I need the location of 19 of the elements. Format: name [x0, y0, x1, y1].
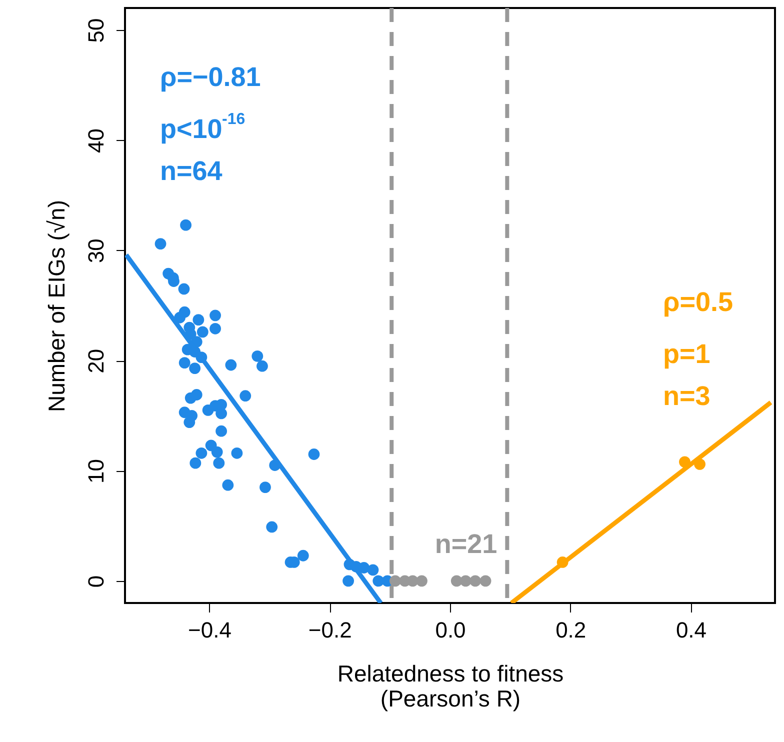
y-tick-label: 30 [84, 238, 108, 264]
annotation: ρ=−0.81 [160, 62, 261, 92]
y-tick-label: 50 [84, 18, 108, 43]
x-tick-label: 0.0 [435, 618, 466, 642]
annotation: n=21 [434, 529, 498, 559]
y-tick-label: 10 [84, 459, 108, 484]
x-tick-label: 0.2 [556, 618, 586, 642]
annotation: n=3 [663, 381, 710, 411]
x-tick-label: −0.2 [308, 618, 352, 642]
x-tick-label: −0.4 [188, 618, 232, 642]
x-tick-label: 0.4 [676, 618, 707, 642]
y-tick-label: 0 [84, 575, 108, 588]
y-tick-label: 20 [84, 348, 108, 374]
annotation: ρ=0.5 [663, 287, 734, 317]
y-tick-label: 40 [84, 128, 108, 153]
annotation: p=1 [663, 339, 710, 369]
annotation: n=64 [160, 156, 222, 186]
x-axis-title: Relatedness to fitness (Pearson’s R) [337, 660, 564, 712]
y-axis-title: Number of EIGs (√n) [44, 200, 70, 412]
